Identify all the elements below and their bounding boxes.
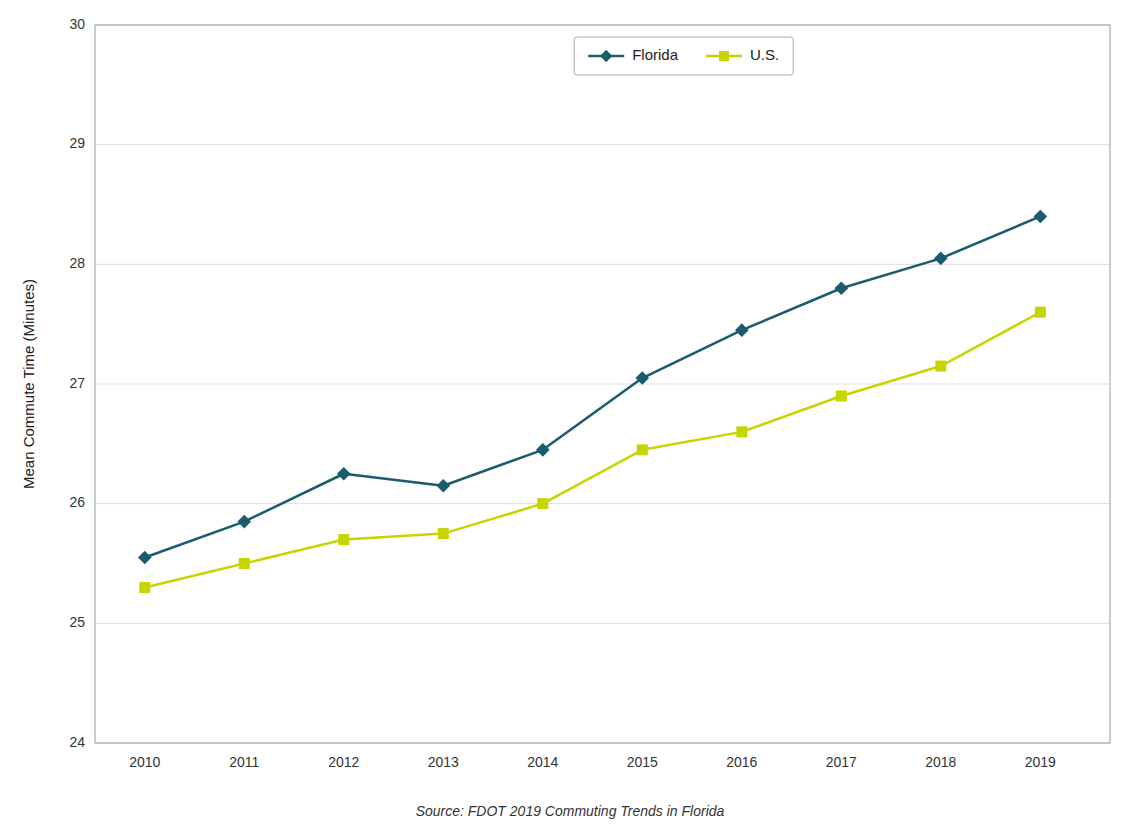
x-tick-label: 2013 (428, 754, 459, 770)
legend-label: U.S. (750, 46, 779, 63)
marker (935, 361, 946, 372)
marker (138, 551, 152, 565)
marker (736, 426, 747, 437)
marker (537, 498, 548, 509)
grid-line (95, 623, 1110, 624)
y-axis-label: Mean Commute Time (Minutes) (20, 279, 37, 489)
line (145, 216, 1041, 557)
background (0, 0, 1140, 838)
y-tick-label: 25 (69, 614, 85, 630)
plot-data (138, 210, 1047, 593)
marker (1034, 210, 1048, 224)
marker (536, 443, 550, 457)
x-tick-label: 2014 (527, 754, 558, 770)
y-tick-label: 28 (69, 255, 85, 271)
marker (1035, 307, 1046, 318)
grid-line (95, 503, 1110, 504)
x-tick-label: 2015 (627, 754, 658, 770)
y-tick-label: 29 (69, 135, 85, 151)
x-tick-label: 2011 (229, 754, 259, 770)
marker (337, 467, 351, 481)
marker (237, 515, 251, 529)
marker (635, 371, 649, 385)
marker (139, 582, 150, 593)
marker (735, 323, 749, 337)
x-tick-label: 2016 (726, 754, 757, 770)
line (145, 312, 1041, 587)
legend-marker (719, 51, 729, 61)
legend-marker (600, 50, 612, 62)
grid-line (95, 264, 1110, 265)
marker (338, 534, 349, 545)
plot-frame (95, 25, 1110, 743)
marker (239, 558, 250, 569)
legend-item: U.S. (706, 46, 779, 63)
grid-line (95, 144, 1110, 145)
series (139, 307, 1046, 593)
chart: 2425262728293020102011201220132014201520… (0, 0, 1140, 838)
y-tick-label: 26 (69, 494, 85, 510)
y-tick-label: 30 (69, 16, 85, 32)
marker (836, 390, 847, 401)
x-tick-label: 2019 (1025, 754, 1056, 770)
marker (835, 281, 849, 295)
source-note: Source: FDOT 2019 Commuting Trends in Fl… (416, 803, 725, 819)
marker (637, 444, 648, 455)
y-tick-label: 24 (69, 734, 85, 750)
grid-line (95, 384, 1110, 385)
x-axis: 2010 2011 2012 2013 2014 2015 2016 2017 2018 2019 (129, 754, 1056, 770)
y-tick-label: 27 (69, 375, 85, 391)
marker (436, 479, 450, 493)
legend-label: Florida (632, 46, 679, 63)
series (138, 210, 1047, 565)
legend-item: Florida (588, 46, 679, 63)
y-axis: 24 25 26 27 28 29 30 (69, 16, 1110, 750)
x-tick-label: 2010 (129, 754, 160, 770)
x-tick-label: 2017 (826, 754, 857, 770)
marker (438, 528, 449, 539)
legend-box (574, 37, 793, 75)
marker (934, 252, 948, 266)
x-tick-label: 2012 (328, 754, 359, 770)
x-tick-label: 2018 (925, 754, 956, 770)
legend: Florida U.S. (574, 37, 793, 75)
